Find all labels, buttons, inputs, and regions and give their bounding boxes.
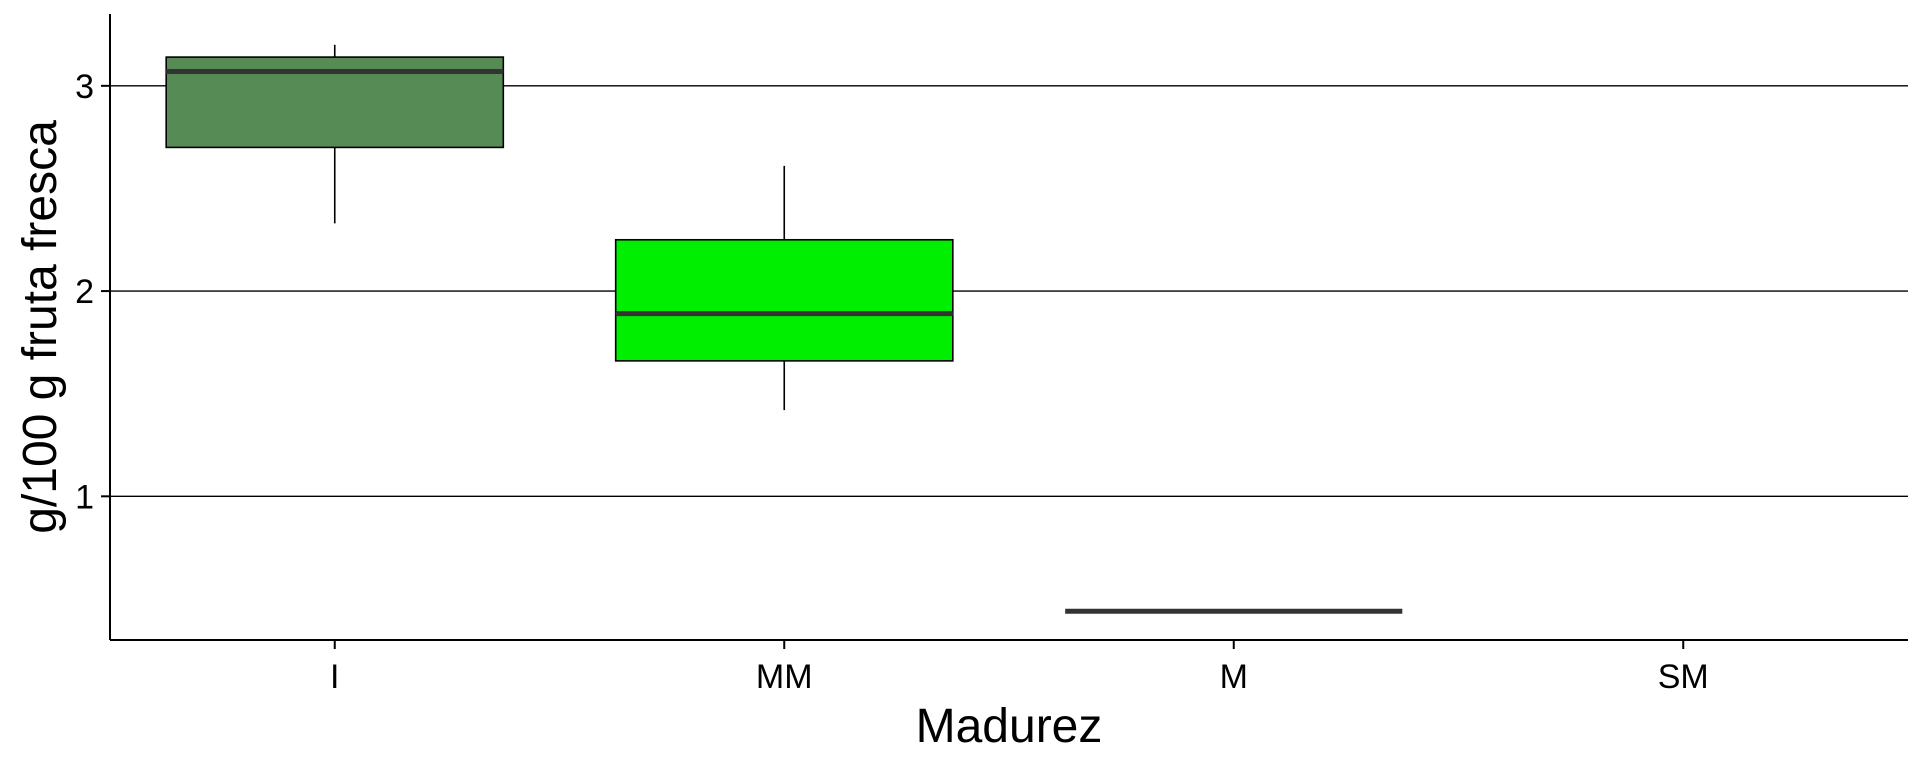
- x-tick-label-M: M: [1220, 658, 1248, 696]
- y-tick-label-3: 3: [75, 68, 94, 106]
- box-MM: [614, 165, 954, 411]
- box-I: [165, 44, 505, 224]
- y-tick-label-1: 1: [75, 478, 94, 516]
- x-tick-label-SM: SM: [1658, 658, 1709, 696]
- x-tick-label-I: I: [330, 658, 339, 696]
- x-axis-ticks: I MM M SM: [330, 640, 1709, 696]
- boxes: [165, 44, 1403, 614]
- x-axis-title: Madurez: [916, 700, 1103, 753]
- iqr-box-MM: [614, 238, 954, 362]
- y-axis-title: g/100 g fruta fresca: [14, 120, 67, 534]
- y-axis-ticks: 1 2 3: [75, 68, 110, 516]
- x-tick-label-MM: MM: [756, 658, 813, 696]
- y-tick-label-2: 2: [75, 273, 94, 311]
